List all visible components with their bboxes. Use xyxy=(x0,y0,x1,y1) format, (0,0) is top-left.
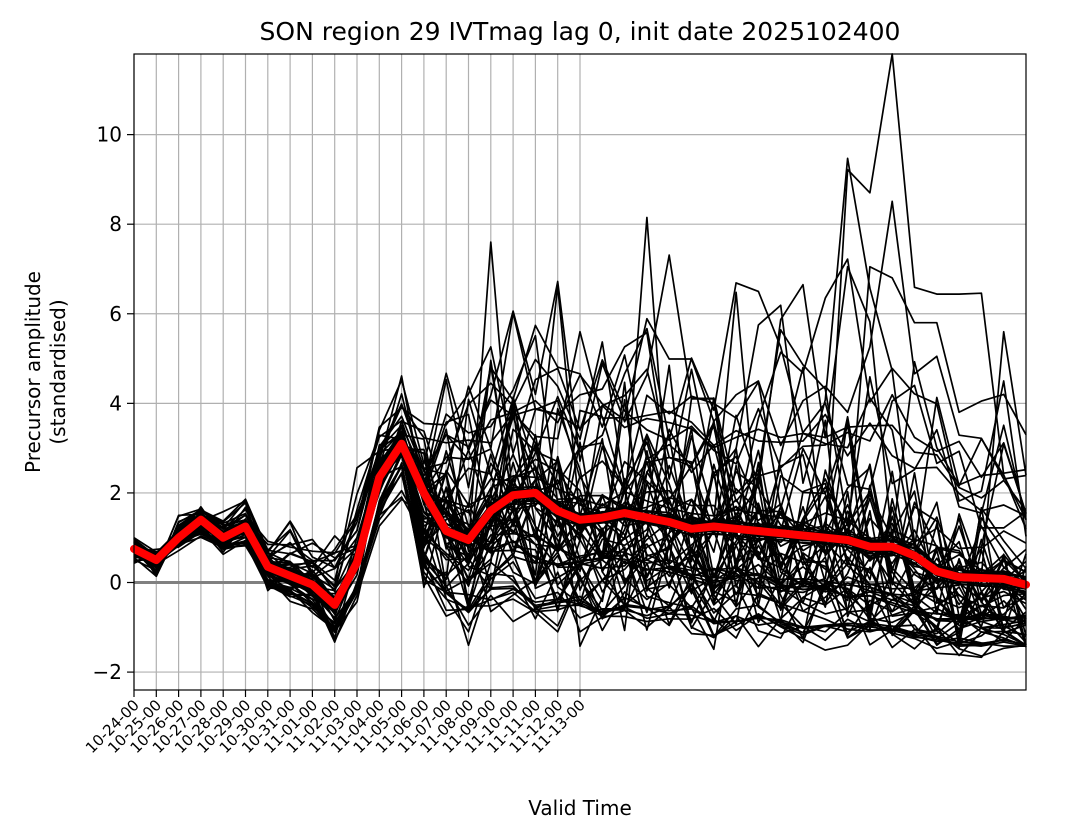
mean-line xyxy=(130,439,1030,609)
y-tick-label: 10 xyxy=(97,123,122,147)
ensemble-member-line xyxy=(133,437,1027,599)
ensemble-member-line xyxy=(133,448,1027,615)
y-axis-label-line-2: (standardised) xyxy=(46,299,70,444)
y-tick-label: 0 xyxy=(109,571,122,595)
ensemble-member-line xyxy=(133,409,1027,593)
y-tick-label: −2 xyxy=(93,660,122,684)
ensemble-member-line xyxy=(133,200,1027,578)
ensemble-member-line xyxy=(133,465,1027,647)
y-tick-label: 6 xyxy=(109,302,122,326)
y-axis-label-line-1: Precursor amplitude xyxy=(21,271,45,473)
y-tick-label: 8 xyxy=(109,212,122,236)
y-axis-ticks: −2 0 2 4 6 8 10 xyxy=(93,123,134,684)
y-tick-label: 4 xyxy=(109,391,122,415)
ensemble-member-line xyxy=(133,496,1027,632)
ensemble-member-line xyxy=(133,399,1027,575)
ensemble-member-line xyxy=(133,374,1027,569)
ensemble-member-line xyxy=(133,489,1027,634)
y-axis-label: Precursor amplitude (standardised) xyxy=(21,271,70,473)
ensemble-member-line xyxy=(133,472,1027,649)
ensemble-member-line xyxy=(133,341,1027,569)
y-tick-label: 2 xyxy=(109,481,122,505)
ensemble-member-line xyxy=(133,254,1027,578)
x-axis-label: Valid Time xyxy=(528,796,632,820)
ensemble-mean-line xyxy=(130,439,1030,609)
chart-title: SON region 29 IVTmag lag 0, init date 20… xyxy=(260,17,901,46)
